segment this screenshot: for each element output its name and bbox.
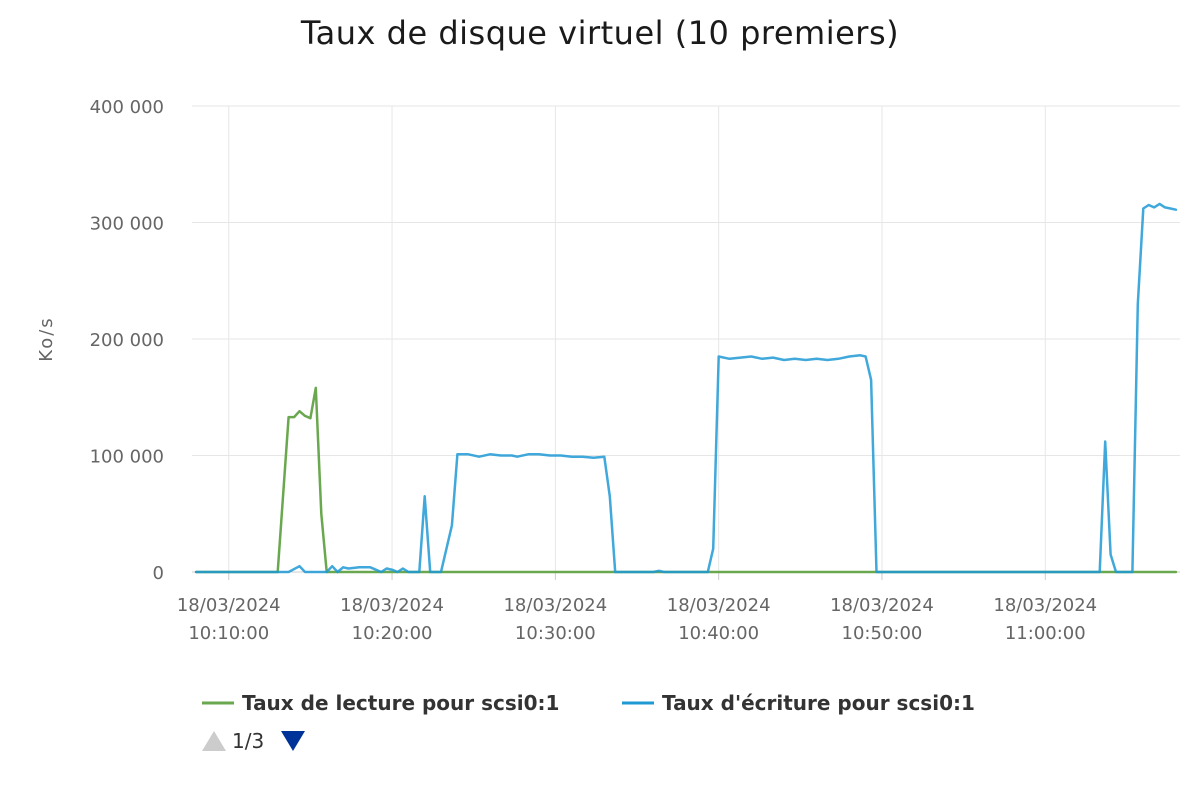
x-tick-label-date: 18/03/2024 [667,595,771,616]
y-tick-label: 400 000 [90,97,164,118]
x-tick-label-time: 10:50:00 [842,623,923,644]
x-tick-label-date: 18/03/2024 [340,595,444,616]
x-tick-label-date: 18/03/2024 [993,595,1097,616]
x-tick-label-time: 10:30:00 [515,623,596,644]
x-tick-label-date: 18/03/2024 [503,595,607,616]
y-tick-label: 300 000 [90,214,164,235]
x-gridlines [192,106,1180,580]
x-tick-label-time: 10:10:00 [188,623,269,644]
chart-title: Taux de disque virtuel (10 premiers) [300,14,900,52]
legend-label: Taux d'écriture pour scsi0:1 [662,691,975,715]
pager-page-indicator: 1/3 [232,729,264,753]
y-axis-title: Ko/s [36,316,57,361]
x-tick-label-date: 18/03/2024 [830,595,934,616]
legend[interactable]: Taux de lecture pour scsi0:1 Taux d'écrit… [202,691,975,715]
legend-label: Taux de lecture pour scsi0:1 [242,691,559,715]
y-tick-label: 200 000 [90,330,164,351]
pager-down-icon[interactable] [281,731,305,751]
x-tick-label-time: 11:00:00 [1005,623,1086,644]
series-line-write [194,202,1178,574]
x-tick-labels: 18/03/2024 10:10:00 18/03/2024 10:20:00 18/0… [177,595,1097,644]
pager-up-icon[interactable] [202,731,226,751]
x-tick-label-time: 10:20:00 [352,623,433,644]
series-lines [194,202,1178,574]
y-tick-labels: 0 100 000 200 000 300 000 400 000 [90,97,164,584]
legend-item-read[interactable]: Taux de lecture pour scsi0:1 [202,691,559,715]
series-line-read [194,386,1178,574]
y-tick-label: 100 000 [90,447,164,468]
legend-item-write[interactable]: Taux d'écriture pour scsi0:1 [622,691,975,715]
x-tick-label-time: 10:40:00 [678,623,759,644]
y-tick-label: 0 [153,563,164,584]
x-tick-label-date: 18/03/2024 [177,595,281,616]
y-gridlines [192,105,1180,573]
legend-pager[interactable]: 1/3 [202,729,305,753]
